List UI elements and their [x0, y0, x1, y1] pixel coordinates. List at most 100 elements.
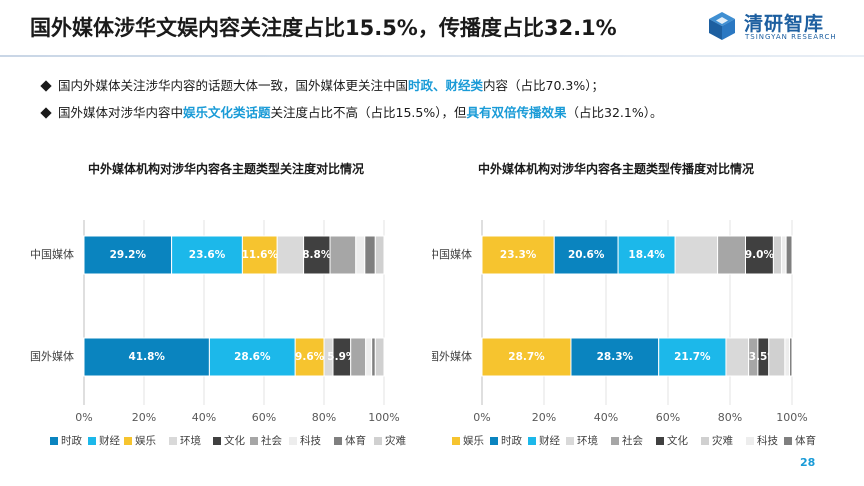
bar-segment-e4bd93e882b2: [371, 337, 376, 377]
bullet-text: 国外媒体对涉华内容中娱乐文化类话题关注度占比不高（占比15.5%），但具有双倍传…: [58, 102, 662, 124]
data-label: 18.4%: [628, 249, 665, 261]
bar-segment-e7a791e68a80: [355, 235, 366, 275]
bar-segment-e7a4bee4bc9a: [717, 235, 747, 275]
data-label: 21.7%: [674, 351, 711, 363]
title-bar: 国外媒体涉华文娱内容关注度占比15.5%，传播度占比32.1%: [0, 0, 864, 57]
bar-segment-e7a4bee4bc9a: [329, 235, 357, 275]
bar-segment-e4bd93e882b2: [789, 337, 793, 377]
bullet-item: 国内外媒体关注涉华内容的话题大体一致，国外媒体更关注中国时政、财经类内容（占比7…: [40, 75, 842, 99]
data-label: 28.3%: [597, 351, 634, 363]
bullet-highlight: 时政、财经类: [408, 78, 484, 93]
bullet-text: 国内外媒体关注涉华内容的话题大体一致，国外媒体更关注中国时政、财经类内容（占比7…: [58, 75, 604, 97]
bullet-highlight: 具有双倍传播效果: [466, 105, 567, 120]
bullet-item: 国外媒体对涉华内容中娱乐文化类话题关注度占比不高（占比15.5%），但具有双倍传…: [40, 102, 842, 126]
legend-swatch: [124, 437, 132, 445]
bar-segment-e5a8b1e4b990: [481, 337, 572, 377]
x-tick-label: 100%: [368, 411, 399, 424]
bullet-text-segment: 国内外媒体关注涉华内容的话题大体一致，国外媒体更关注中国: [58, 78, 409, 93]
data-label: 28.7%: [508, 351, 545, 363]
bar-segment-e781bee99abe: [374, 235, 385, 275]
bar-segment-e8b4a2e7bb8f: [617, 235, 676, 275]
bullet-text-segment: 关注度占比不高（占比15.5%），但: [270, 105, 467, 120]
bar-segment-e697b6e694bf: [83, 235, 173, 275]
category-label: 国外媒体: [432, 349, 472, 363]
legend-label: 环境: [577, 434, 598, 447]
bullet-list: 国内外媒体关注涉华内容的话题大体一致，国外媒体更关注中国时政、财经类内容（占比7…: [40, 75, 842, 129]
legend-swatch: [656, 437, 664, 445]
legend-label: 娱乐: [135, 434, 156, 447]
data-label: 23.3%: [500, 249, 537, 261]
legend-label: 体育: [345, 434, 366, 447]
diamond-bullet-icon: [40, 80, 52, 92]
x-tick-label: 80%: [312, 411, 336, 424]
data-label: 5.9%: [327, 351, 357, 363]
page-title: 国外媒体涉华文娱内容关注度占比15.5%，传播度占比32.1%: [30, 16, 617, 40]
legend-swatch: [490, 437, 498, 445]
legend-swatch: [213, 437, 221, 445]
attention-chart-title: 中外媒体机构对涉华内容各主题类型关注度对比情况: [88, 162, 365, 176]
legend-label: 体育: [795, 434, 816, 447]
category-label: 国外媒体: [30, 349, 74, 363]
x-tick-label: 0%: [75, 411, 92, 424]
legend-swatch: [374, 437, 382, 445]
legend-swatch: [452, 437, 460, 445]
legend-swatch: [334, 437, 342, 445]
x-tick-label: 40%: [192, 411, 216, 424]
data-label: 9.0%: [745, 249, 775, 261]
legend-swatch: [746, 437, 754, 445]
x-tick-label: 0%: [473, 411, 490, 424]
title-divider: [0, 55, 864, 57]
data-label: 23.6%: [189, 249, 226, 261]
bar-segment-e5a8b1e4b990: [241, 235, 278, 275]
brand-logo: 清研智库 TSINGYAN RESEARCH: [706, 6, 856, 46]
bullet-text-segment: 内容（占比70.3%）；: [483, 78, 604, 93]
legend-swatch: [528, 437, 536, 445]
legend-label: 财经: [99, 434, 120, 447]
data-label: 29.2%: [110, 249, 147, 261]
legend-label: 社会: [622, 434, 643, 447]
bar-segment-e781bee99abe: [768, 337, 786, 377]
legend-swatch: [250, 437, 258, 445]
legend-swatch: [701, 437, 709, 445]
data-label: 8.8%: [302, 249, 332, 261]
category-label: 中国媒体: [432, 247, 472, 261]
logo-name: 清研智库: [744, 13, 825, 35]
bullet-text-segment: （占比32.1%）。: [566, 105, 663, 120]
bar-segment-e7a791e68a80: [780, 235, 787, 275]
attention-stacked-bar-chart: 0% 20% 40% 60% 80% 100% 中国媒体 29.2% 23.6% 11.6% 8.8…: [30, 220, 406, 447]
legend-label: 时政: [61, 434, 82, 447]
legend-label: 灾难: [712, 434, 733, 447]
legend-swatch: [566, 437, 574, 445]
x-tick-label: 40%: [594, 411, 618, 424]
bar-segment-e697b6e694bf: [570, 337, 660, 377]
bar-segment-e781bee99abe: [374, 337, 385, 377]
bar-segment-e7a4bee4bc9a: [350, 337, 367, 377]
bar-segment-e7a791e68a80: [784, 337, 791, 377]
data-label: 9.6%: [295, 351, 325, 363]
bar-segment-e781bee99abe: [772, 235, 782, 275]
legend-swatch: [50, 437, 58, 445]
bar-segment-e78eafe5a283: [276, 235, 305, 275]
bar-segment-e78eafe5a283: [725, 337, 750, 377]
legend-swatch: [784, 437, 792, 445]
data-label: 20.6%: [568, 249, 605, 261]
legend-label: 文化: [667, 434, 688, 447]
page-number: 28: [800, 456, 816, 469]
x-tick-label: 60%: [656, 411, 680, 424]
legend-label: 科技: [757, 434, 778, 447]
x-tick-label: 100%: [776, 411, 807, 424]
legend-label: 财经: [539, 434, 560, 447]
bar-segment-e5a8b1e4b990: [294, 337, 325, 377]
legend-label: 科技: [300, 434, 321, 447]
x-tick-label: 20%: [532, 411, 556, 424]
legend-swatch: [289, 437, 297, 445]
bullet-text-segment: 国外媒体对涉华内容中: [58, 105, 184, 120]
bar-segment-e4bd93e882b2: [364, 235, 376, 275]
bar-segment-e7a791e68a80: [365, 337, 373, 377]
legend-label: 文化: [224, 434, 245, 447]
category-label: 中国媒体: [30, 247, 74, 261]
cube-logo-icon: [709, 12, 735, 40]
legend-label: 灾难: [385, 434, 406, 447]
x-tick-label: 80%: [718, 411, 742, 424]
legend-swatch: [88, 437, 96, 445]
